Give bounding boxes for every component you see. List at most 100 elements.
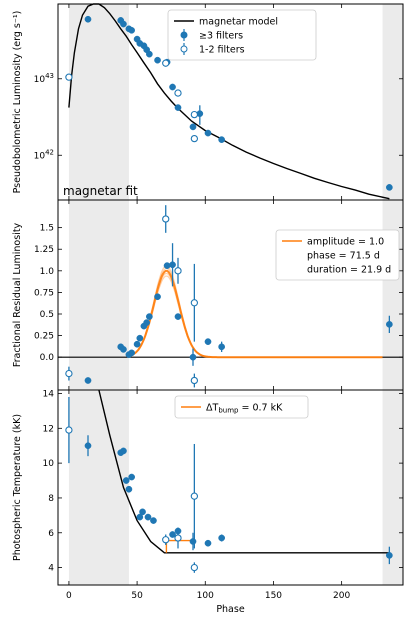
data-point-filled xyxy=(84,377,92,384)
x-tick-label: 150 xyxy=(265,591,282,601)
data-point-filled xyxy=(143,319,150,326)
legend-label-main: ΔT xyxy=(206,403,218,414)
data-point-filled xyxy=(218,343,225,351)
tick-exponent: 42 xyxy=(45,148,54,156)
legend-label: magnetar model xyxy=(199,17,278,28)
legend-label-sub: bump xyxy=(218,407,239,415)
data-point-filled xyxy=(125,485,133,493)
data-point-open xyxy=(174,89,182,97)
data-point-filled xyxy=(136,334,144,342)
data-point-open xyxy=(162,59,170,67)
data-point-open xyxy=(65,426,73,434)
data-point-filled xyxy=(189,123,197,131)
legend-label: duration = 21.9 d xyxy=(307,265,391,276)
y-tick-label: 14 xyxy=(43,389,55,399)
data-point-filled xyxy=(386,552,393,559)
y-axis-label: Fractional Residual Luminosity xyxy=(12,222,23,367)
tick-exponent: 43 xyxy=(45,72,54,80)
y-axis-label: Pseudobolometric Luminosity (erg s⁻¹) xyxy=(12,11,23,194)
data-point-open xyxy=(190,110,199,119)
shaded-region xyxy=(68,390,129,585)
data-point-filled xyxy=(120,20,127,28)
temperature-panel: 0 50 100 150 200 4 6 8 10 12 14 Photospheric Temper… xyxy=(12,389,404,615)
data-point-filled xyxy=(163,262,171,269)
y-tick-label: 6 xyxy=(48,529,54,539)
data-point-filled xyxy=(154,56,161,64)
legend-box xyxy=(275,229,400,281)
y-tick-label: 1.5 xyxy=(40,224,54,234)
y-tick-label: 1.0 xyxy=(40,267,55,277)
data-point-filled xyxy=(128,26,135,34)
shaded-region xyxy=(68,200,129,390)
y-tick-label: 1043 xyxy=(34,72,54,85)
y-axis-label: Photospheric Temperature (kK) xyxy=(12,414,23,561)
data-point-open xyxy=(190,134,199,143)
axes-frame xyxy=(57,389,404,586)
data-point-open xyxy=(65,369,73,378)
legend-label: ΔTbump = 0.7 kK xyxy=(206,403,283,415)
data-point-filled xyxy=(122,477,130,484)
data-point-open xyxy=(190,563,199,572)
data-point-filled xyxy=(189,353,197,361)
y-tick-label: 0.75 xyxy=(34,288,54,298)
bump-model-curve xyxy=(128,269,383,359)
bump-model-curve xyxy=(128,267,383,358)
x-tick-label: 100 xyxy=(197,591,214,601)
legend-marker xyxy=(180,45,188,53)
data-point-filled xyxy=(169,531,176,538)
data-point-open xyxy=(162,536,170,544)
data-point-filled xyxy=(204,129,212,137)
data-point-filled xyxy=(218,534,225,542)
y-tick-label: 12 xyxy=(43,424,54,434)
x-tick-label: 200 xyxy=(333,591,350,601)
bump-model-curve xyxy=(128,272,383,358)
legend-label-suffix: = 0.7 kK xyxy=(238,403,283,414)
legend-label: ≥3 filters xyxy=(199,31,243,42)
x-axis-label: Phase xyxy=(216,604,245,615)
data-point-filled xyxy=(144,513,152,521)
legend-label: amplitude = 1.0 xyxy=(307,237,384,248)
data-point-open xyxy=(190,299,199,307)
data-point-filled xyxy=(169,83,176,91)
data-point-open xyxy=(190,492,199,500)
data-point-filled xyxy=(133,340,141,348)
data-point-filled xyxy=(218,136,225,143)
shaded-region xyxy=(382,4,403,200)
x-tick-label: 0 xyxy=(66,591,72,601)
legend-label: 1-2 filters xyxy=(199,45,245,56)
bump-model-curve xyxy=(128,265,383,358)
y-tick-label: 8 xyxy=(48,494,54,504)
panel-annotation: magnetar fit xyxy=(63,184,138,198)
shaded-region xyxy=(68,4,129,200)
data-point-filled xyxy=(189,538,197,545)
data-point-filled xyxy=(128,349,135,357)
legend-box xyxy=(167,9,317,61)
data-point-filled xyxy=(154,293,161,301)
shaded-region xyxy=(382,390,403,585)
data-point-filled xyxy=(84,15,92,23)
data-point-filled xyxy=(120,346,127,353)
data-point-filled xyxy=(150,517,157,524)
data-point-filled xyxy=(386,321,393,328)
data-point-open xyxy=(174,267,182,275)
data-point-open xyxy=(190,376,199,385)
data-point-filled xyxy=(120,447,127,455)
data-point-open xyxy=(174,534,182,542)
legend-marker xyxy=(180,31,188,39)
y-tick-label: 0.0 xyxy=(40,353,55,363)
data-point-filled xyxy=(174,104,182,111)
data-point-filled xyxy=(169,261,176,269)
data-point-filled xyxy=(136,513,144,521)
tick-base: 10 xyxy=(34,151,46,161)
data-point-filled xyxy=(84,442,92,450)
residual-panel: 0.0 0.25 0.5 0.75 1.0 1.25 1.5 Fractional Resid… xyxy=(12,199,404,391)
legend-box xyxy=(174,395,309,419)
tick-base: 10 xyxy=(34,75,46,85)
legend-label: phase = 71.5 d xyxy=(307,251,380,262)
shaded-region xyxy=(382,200,403,390)
y-tick-label: 0.5 xyxy=(40,310,54,320)
data-point-filled xyxy=(174,313,182,320)
y-tick-label: 1.25 xyxy=(34,245,54,255)
